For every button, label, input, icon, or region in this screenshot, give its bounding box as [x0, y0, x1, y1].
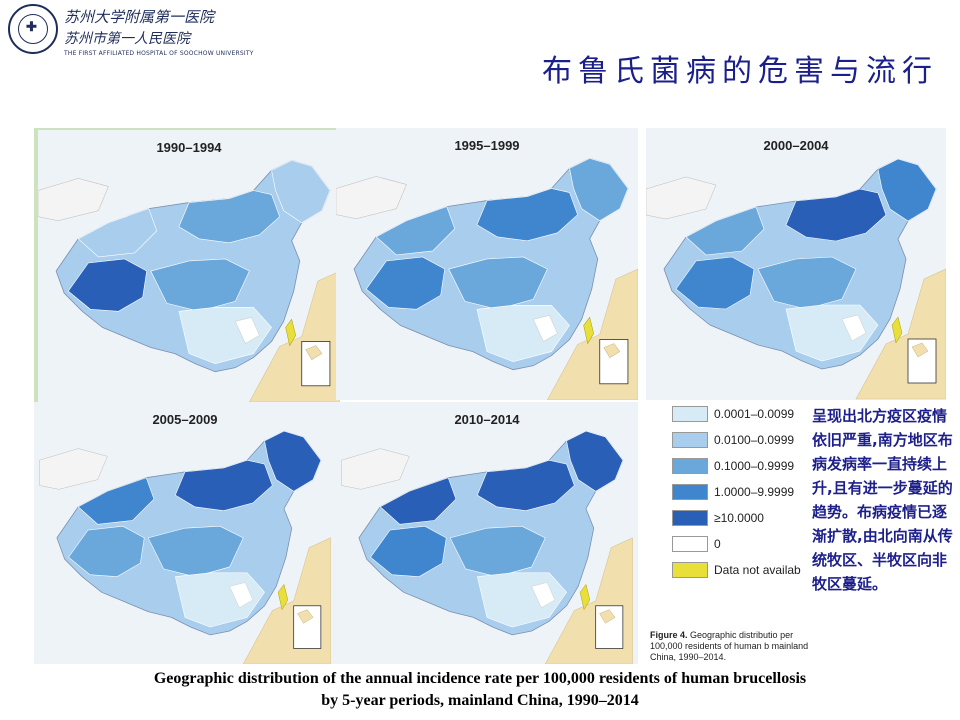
figure-caption-bold: Figure 4.: [650, 630, 688, 640]
legend-swatch: [672, 562, 708, 578]
panel-period-label: 1995–1999: [454, 138, 520, 153]
hospital-name-english: THE FIRST AFFILIATED HOSPITAL OF SOOCHOW…: [64, 50, 254, 57]
legend-swatch: [672, 536, 708, 552]
legend: 0.0001–0.0099 0.0100–0.0999 0.1000–0.9999 1…: [672, 406, 810, 596]
legend-swatch: [672, 406, 708, 422]
panel-period-label: 1990–1994: [156, 140, 222, 155]
slide-caption: Geographic distribution of the annual in…: [0, 668, 960, 712]
panel-period-label: 2000–2004: [763, 138, 829, 153]
panel-period-label: 2005–2009: [152, 412, 218, 427]
china-map: [336, 157, 638, 400]
hospital-seal-icon: ✚: [8, 4, 58, 54]
china-map: [39, 430, 331, 664]
map-panel: 2000–2004: [646, 128, 946, 400]
hospital-logo: ✚ 苏州大学附属第一医院 苏州市第一人民医院 THE FIRST AFFILIA…: [8, 4, 308, 57]
china-map: [646, 158, 946, 400]
legend-label: 0: [714, 537, 721, 551]
legend-label: 1.0000–9.9999: [714, 485, 795, 499]
legend-swatch: [672, 432, 708, 448]
panel-period-label: 2010–2014: [454, 412, 520, 427]
legend-label: 0.0001–0.0099: [714, 407, 795, 421]
map-panel: 2005–2009: [34, 402, 336, 664]
china-map: [341, 430, 633, 664]
hospital-name-line2: 苏州市第一人民医院: [64, 31, 190, 47]
hospital-name-line1: 苏州大学附属第一医院: [64, 8, 215, 26]
legend-swatch: [672, 458, 708, 474]
figure-caption-text: Geographic distributio per 100,000 resid…: [650, 630, 809, 662]
hospital-name: 苏州大学附属第一医院 苏州市第一人民医院 THE FIRST AFFILIATE…: [64, 6, 254, 57]
legend-label: ≥10.0000: [714, 511, 764, 525]
slide-title: 布鲁氏菌病的危害与流行: [542, 54, 938, 89]
map-panel: 2010–2014: [336, 402, 638, 664]
legend-label: Data not availab: [714, 563, 801, 577]
figure-caption: Figure 4. Geographic distributio per 100…: [650, 630, 810, 666]
legend-swatch: [672, 510, 708, 526]
slide-caption-line1: Geographic distribution of the annual in…: [153, 670, 807, 687]
map-panel: 1995–1999: [336, 128, 638, 400]
china-map: [38, 159, 340, 402]
legend-label: 0.0100–0.0999: [714, 433, 795, 447]
map-panel: 1990–1994: [34, 128, 340, 402]
slide-caption-line2: by 5-year periods, mainland China, 1990–…: [321, 692, 639, 709]
summary-note: 呈现出北方疫区疫情依旧严重,南方地区布病发病率一直持续上升,且有进一步蔓延的趋势…: [812, 407, 953, 593]
legend-swatch: [672, 484, 708, 500]
legend-label: 0.1000–0.9999: [714, 459, 795, 473]
